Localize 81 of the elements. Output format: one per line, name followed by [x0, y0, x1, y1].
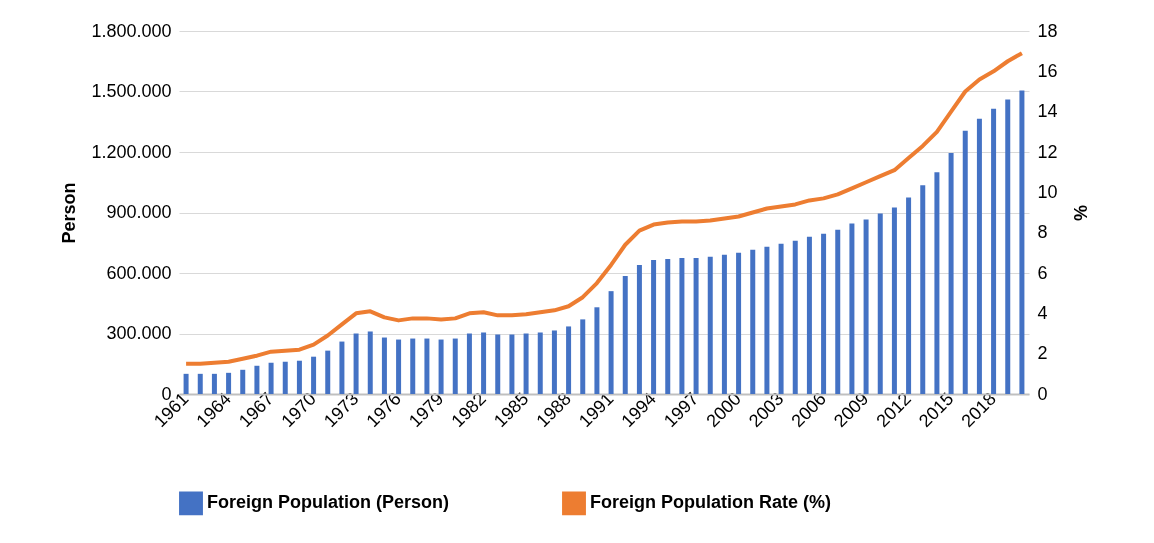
bar [736, 252, 742, 394]
bar [410, 338, 416, 394]
bar [679, 257, 685, 394]
y2-tick-label: 14 [1037, 101, 1058, 122]
line-series [184, 51, 1024, 366]
bar [750, 249, 756, 394]
bar [976, 118, 982, 394]
legend-label: Foreign Population (Person) [207, 492, 449, 513]
bar [183, 373, 189, 394]
bar [339, 341, 345, 394]
y2-tick-label: 12 [1037, 141, 1058, 162]
bar [495, 334, 501, 394]
y2-tick-label: 16 [1037, 60, 1058, 81]
bar [778, 243, 784, 394]
bar [934, 172, 940, 394]
bar [523, 333, 529, 394]
bar [665, 258, 671, 394]
bar [381, 337, 387, 394]
y-tick-label: 600.000 [106, 262, 172, 283]
y-tick-label: 300.000 [106, 323, 172, 343]
bar [962, 130, 968, 394]
bar [721, 254, 727, 394]
y2-axis-title: % [1069, 204, 1090, 222]
y2-tick-label: 0 [1037, 383, 1048, 404]
bar [1005, 99, 1011, 394]
bar [580, 319, 586, 394]
bar [226, 372, 232, 394]
bar [481, 332, 487, 394]
bar [311, 356, 317, 394]
bar [707, 256, 713, 394]
bar [551, 330, 557, 394]
bar [254, 365, 260, 394]
bar [296, 360, 302, 394]
y2-tick-label: 18 [1037, 20, 1058, 41]
bar [537, 332, 543, 394]
y2-tick-label: 8 [1037, 222, 1048, 243]
bar [991, 108, 997, 394]
bar [452, 338, 458, 394]
bar [863, 219, 869, 394]
bar [636, 264, 642, 394]
bar [806, 236, 812, 394]
bar [466, 333, 472, 394]
y-tick-label: 1.500.000 [91, 81, 172, 101]
bar [325, 350, 331, 394]
bar [353, 333, 359, 394]
bar [282, 361, 288, 394]
legend-label: Foreign Population Rate (%) [590, 492, 831, 513]
bar [240, 369, 246, 394]
y2-tick-label: 10 [1037, 181, 1058, 202]
bar [622, 276, 628, 394]
bar [891, 207, 897, 394]
y-axis-title: Person [59, 182, 80, 244]
bar [566, 326, 572, 394]
bar [438, 339, 444, 394]
bar [906, 197, 912, 394]
bar [211, 373, 217, 394]
bar [197, 373, 203, 394]
bar [792, 240, 798, 394]
bar [1019, 90, 1025, 394]
bar [877, 213, 883, 394]
bar [651, 259, 657, 394]
bar [396, 339, 402, 394]
bar [849, 223, 855, 394]
bar [367, 331, 373, 394]
bar [821, 233, 827, 394]
bar [764, 246, 770, 394]
y2-tick-label: 4 [1037, 302, 1048, 323]
bar [268, 362, 274, 394]
y2-tick-label: 2 [1037, 343, 1048, 364]
bar [948, 153, 954, 394]
bar [608, 291, 614, 394]
bar [920, 185, 926, 394]
bar [424, 338, 430, 394]
y-tick-label: 1.800.000 [91, 20, 172, 41]
bar [835, 229, 841, 394]
bar [509, 334, 515, 394]
bar [594, 307, 600, 394]
y2-tick-label: 6 [1037, 262, 1048, 283]
bar [693, 257, 699, 394]
y-tick-label: 900.000 [106, 202, 172, 222]
y-tick-label: 1.200.000 [91, 141, 172, 162]
